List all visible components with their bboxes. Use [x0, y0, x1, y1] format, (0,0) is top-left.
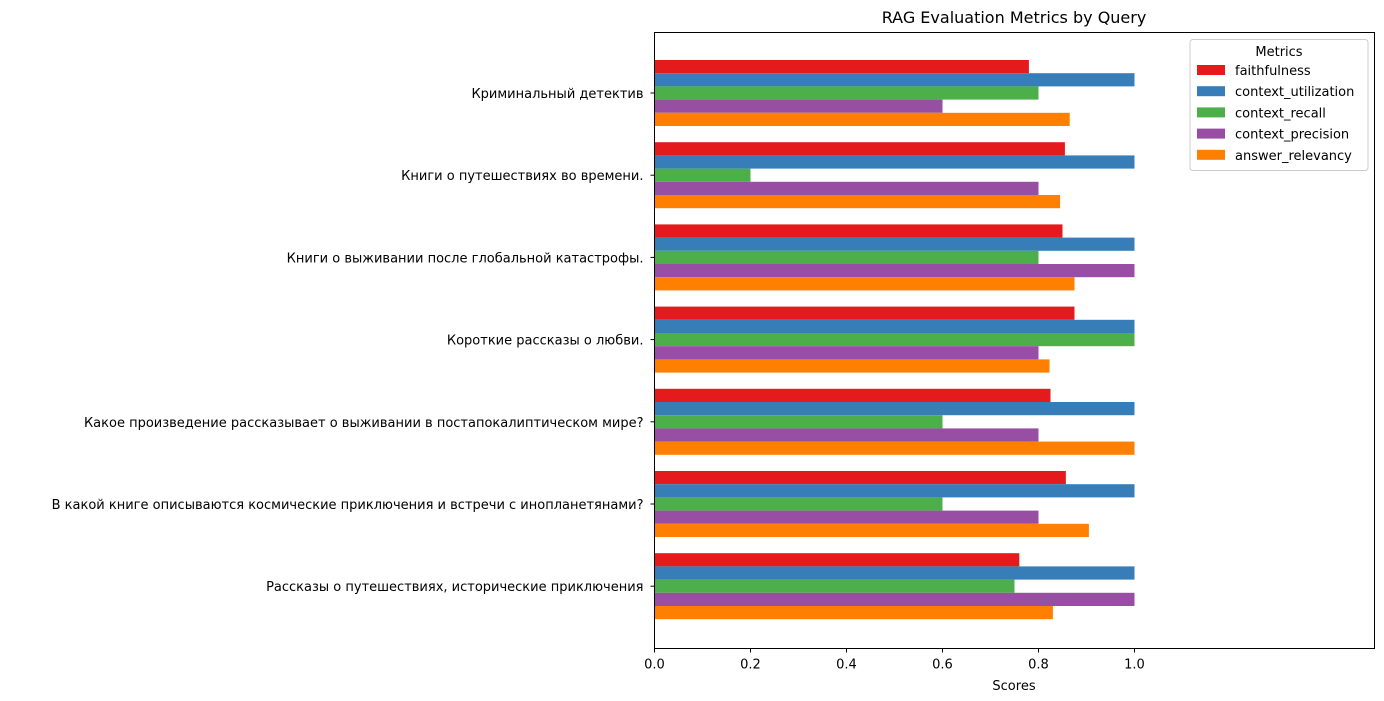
legend-items: faithfulness context_utilization context_r…	[1197, 64, 1354, 164]
legend: Metrics faithfulness context_utilizationc…	[1189, 39, 1369, 171]
legend-label-context_utilization: context_utilization	[1235, 85, 1354, 100]
x-tick-label-2: 0.2	[740, 658, 761, 673]
bar-faithfulness-2	[654, 142, 1065, 156]
x-tick-label-6: 1.0	[1124, 658, 1145, 673]
legend-label-answer_relevancy: answer_relevancy	[1235, 149, 1352, 164]
y-tick-label-2: Книги о путешествиях во времени.	[401, 169, 643, 184]
y-tick-label-5: Какое произведение рассказывает о выжива…	[84, 416, 644, 431]
x-tick-label-5: 0.8	[1028, 658, 1049, 673]
bar-context_recall-3	[654, 250, 1039, 264]
x-tick-label-1: 0.0	[644, 658, 665, 673]
bar-answer_relevancy-7	[654, 606, 1053, 620]
x-tick-label-4: 0.6	[932, 658, 953, 673]
y-axis: Криминальный детектив Книги о путешествия…	[52, 87, 655, 595]
bar-faithfulness-6	[654, 471, 1066, 485]
y-tick-label-3: Книги о выживании после глобальной катас…	[287, 251, 644, 266]
x-axis-label: Scores	[992, 679, 1035, 694]
legend-swatch-faithfulness	[1197, 65, 1225, 75]
bar-context_precision-1	[654, 99, 943, 113]
bar-context_precision-7	[654, 592, 1135, 606]
legend-swatch-answer_relevancy	[1197, 149, 1225, 160]
x-tick-label-3: 0.4	[836, 658, 857, 673]
bar-context_recall-5	[654, 415, 943, 429]
bar-context_utilization-7	[654, 566, 1135, 580]
bar-answer_relevancy-5	[654, 441, 1135, 455]
bar-answer_relevancy-6	[654, 523, 1089, 537]
bar-context_recall-6	[654, 497, 943, 511]
legend-swatch-context_precision	[1197, 128, 1225, 139]
bar-answer_relevancy-1	[654, 112, 1070, 126]
chart-title: RAG Evaluation Metrics by Query	[882, 8, 1147, 27]
bar-context_utilization-3	[654, 237, 1135, 251]
bar-faithfulness-4	[654, 306, 1075, 320]
y-tick-label-7: Рассказы о путешествиях, исторические пр…	[266, 580, 643, 595]
legend-label-context_recall: context_recall	[1235, 106, 1326, 121]
bar-answer_relevancy-3	[654, 277, 1075, 291]
y-tick-label-1: Криминальный детектив	[471, 87, 643, 102]
legend-label-faithfulness: faithfulness	[1235, 64, 1311, 79]
bar-context_recall-4	[654, 333, 1135, 347]
legend-swatch-context_recall	[1197, 107, 1225, 118]
bar-context_precision-2	[654, 181, 1039, 195]
bar-context_utilization-1	[654, 73, 1135, 87]
bar-context_precision-3	[654, 264, 1135, 278]
y-tick-label-4: Короткие рассказы о любви.	[447, 334, 644, 349]
bar-context_precision-6	[654, 510, 1039, 524]
legend-box	[1189, 39, 1369, 171]
bar-context_utilization-5	[654, 402, 1135, 416]
bar-faithfulness-1	[654, 60, 1029, 74]
bar-context_utilization-4	[654, 319, 1135, 333]
bar-faithfulness-7	[654, 553, 1020, 567]
bar-context_recall-7	[654, 579, 1015, 593]
x-axis: 0.0 0.2 0.4 0.6 0.8 1.0	[644, 648, 1145, 673]
bar-context_utilization-2	[654, 155, 1135, 169]
bar-answer_relevancy-4	[654, 359, 1050, 373]
legend-swatch-context_utilization	[1197, 86, 1225, 97]
plot-frame	[654, 32, 1375, 649]
legend-label-context_precision: context_precision	[1235, 128, 1349, 143]
legend-title: Metrics	[1255, 45, 1302, 60]
bar-answer_relevancy-2	[654, 195, 1061, 209]
bars-layer	[654, 60, 1135, 620]
bar-context_precision-4	[654, 346, 1039, 360]
bar-context_utilization-6	[654, 484, 1135, 498]
bar-faithfulness-3	[654, 224, 1063, 238]
y-tick-label-6: В какой книге описываются космические пр…	[52, 498, 644, 513]
bar-faithfulness-5	[654, 388, 1051, 402]
bar-context_recall-2	[654, 168, 751, 182]
bar-context_recall-1	[654, 86, 1039, 100]
bar-context_precision-5	[654, 428, 1039, 442]
